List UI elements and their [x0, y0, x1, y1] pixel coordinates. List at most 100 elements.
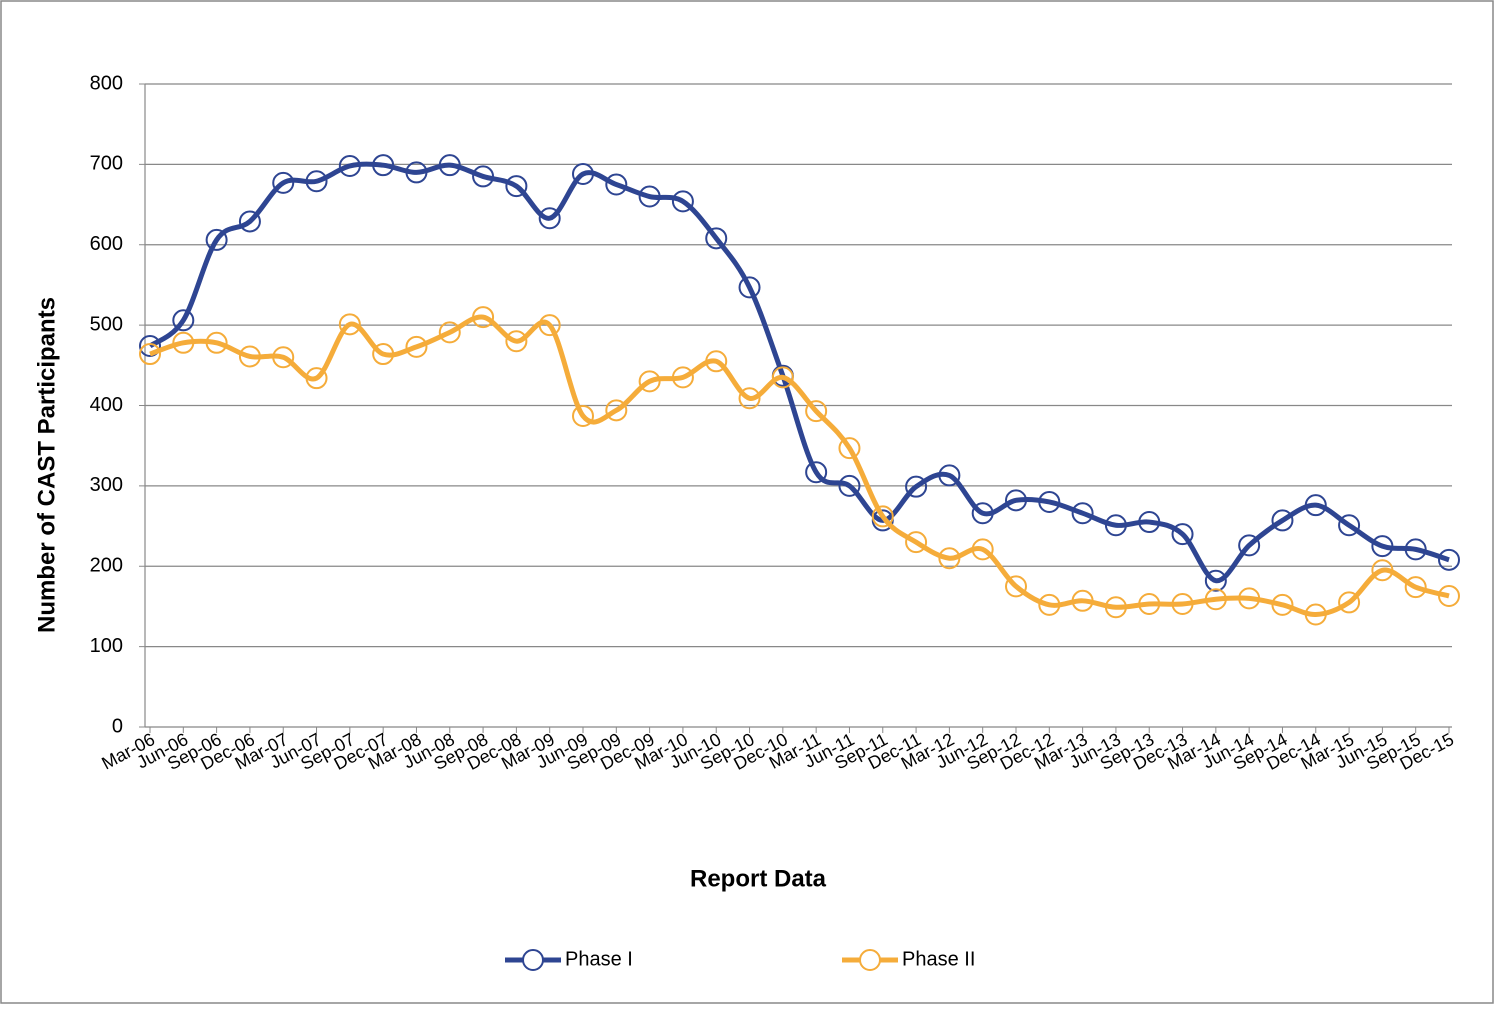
data-point [1238, 534, 1261, 557]
data-point [338, 313, 361, 336]
data-point [472, 306, 495, 329]
data-point [738, 387, 761, 410]
data-point [1171, 523, 1194, 546]
data-point [1304, 603, 1327, 626]
data-point [638, 185, 661, 208]
data-point [372, 343, 395, 366]
y-tick-label: 0 [112, 715, 123, 737]
data-point [871, 505, 894, 528]
y-tick-label: 200 [90, 555, 123, 577]
data-point [572, 404, 594, 427]
data-point [705, 227, 728, 250]
data-point [1104, 596, 1127, 619]
data-point [272, 171, 295, 194]
y-tick-label: 100 [90, 635, 123, 657]
data-point [405, 161, 428, 184]
data-point [905, 475, 928, 498]
data-point [1371, 559, 1394, 582]
data-point [505, 330, 528, 353]
data-point [1204, 588, 1227, 611]
data-point [1204, 569, 1227, 592]
data-point [1438, 548, 1460, 571]
data-point [905, 531, 928, 554]
data-point [238, 345, 261, 368]
data-point [1304, 494, 1327, 517]
data-point [605, 173, 628, 196]
data-point [238, 210, 261, 233]
data-point [139, 343, 161, 366]
data-point [1404, 538, 1427, 561]
data-point [1071, 589, 1094, 612]
data-point [372, 154, 395, 177]
series-line [149, 314, 1450, 617]
data-point [1038, 593, 1061, 616]
data-point [405, 335, 428, 358]
data-point [438, 321, 461, 344]
data-point [172, 331, 195, 354]
data-point [205, 331, 228, 354]
data-point [272, 346, 295, 369]
data-point [1271, 509, 1294, 532]
data-point [671, 366, 694, 389]
data-point [805, 400, 828, 423]
data-point [605, 399, 628, 422]
data-point [538, 207, 561, 230]
x-axis-title: Report Data [690, 865, 827, 892]
data-point [1071, 502, 1094, 525]
data-point [971, 538, 994, 561]
legend-marker [859, 949, 881, 971]
data-point [971, 502, 994, 525]
y-tick-label: 300 [90, 474, 123, 496]
data-point [472, 165, 495, 188]
data-point [338, 154, 361, 177]
data-point [671, 190, 694, 213]
data-point [572, 163, 594, 186]
data-point [305, 367, 328, 390]
legend-label: Phase II [902, 948, 975, 970]
data-point [1038, 490, 1061, 513]
data-point [1005, 575, 1027, 598]
data-point [771, 366, 794, 389]
legend-label: Phase I [565, 948, 633, 970]
y-tick-label: 500 [90, 313, 123, 335]
data-point [838, 437, 861, 460]
y-tick-label: 600 [90, 233, 123, 255]
data-point [738, 276, 761, 299]
y-tick-label: 400 [90, 394, 123, 416]
data-point [139, 335, 161, 358]
legend-marker [522, 949, 544, 971]
data-point [1138, 511, 1161, 534]
data-point [172, 309, 195, 332]
data-point [938, 464, 961, 487]
data-point [1338, 514, 1361, 537]
data-point [805, 461, 828, 484]
y-axis-title: Number of CAST Participants [33, 297, 60, 633]
data-point [1271, 593, 1294, 616]
data-point [938, 547, 961, 570]
data-point [438, 154, 461, 177]
data-point [205, 228, 228, 251]
data-point [705, 350, 728, 373]
y-tick-label: 800 [90, 72, 123, 94]
data-point [1138, 593, 1161, 616]
data-point [1338, 591, 1361, 614]
data-point [1171, 593, 1194, 616]
series-line [148, 161, 1450, 584]
legend-item: Phase II [842, 948, 975, 971]
data-point [1404, 576, 1427, 599]
data-point [1371, 535, 1394, 558]
data-point [1438, 584, 1460, 607]
data-point [538, 314, 561, 337]
y-tick-label: 700 [90, 153, 123, 175]
data-point [505, 175, 528, 198]
data-point [838, 474, 861, 497]
data-point [1238, 587, 1261, 610]
data-point [638, 370, 661, 393]
data-point [1005, 489, 1027, 512]
data-point [305, 170, 328, 193]
legend-item: Phase I [505, 948, 633, 971]
data-point [1104, 514, 1127, 537]
